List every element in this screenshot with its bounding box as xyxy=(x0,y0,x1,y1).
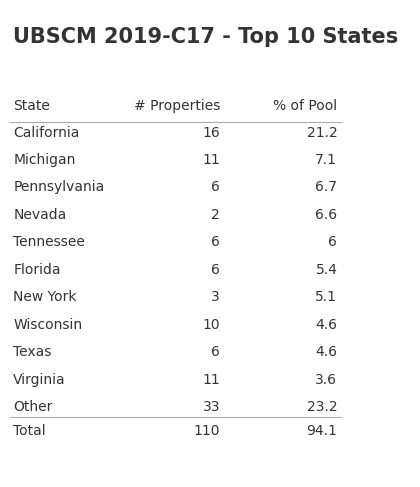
Text: 33: 33 xyxy=(202,400,220,414)
Text: 7.1: 7.1 xyxy=(315,153,337,167)
Text: 23.2: 23.2 xyxy=(307,400,337,414)
Text: Virginia: Virginia xyxy=(13,373,66,387)
Text: Tennessee: Tennessee xyxy=(13,235,85,249)
Text: 4.6: 4.6 xyxy=(315,318,337,332)
Text: Wisconsin: Wisconsin xyxy=(13,318,82,332)
Text: Michigan: Michigan xyxy=(13,153,76,167)
Text: Florida: Florida xyxy=(13,263,60,277)
Text: 6: 6 xyxy=(328,235,337,249)
Text: 10: 10 xyxy=(202,318,220,332)
Text: 4.6: 4.6 xyxy=(315,345,337,359)
Text: 6.6: 6.6 xyxy=(315,208,337,222)
Text: Nevada: Nevada xyxy=(13,208,66,222)
Text: State: State xyxy=(13,99,50,113)
Text: Texas: Texas xyxy=(13,345,52,359)
Text: 16: 16 xyxy=(202,126,220,140)
Text: 6: 6 xyxy=(211,180,220,194)
Text: 11: 11 xyxy=(202,153,220,167)
Text: 5.4: 5.4 xyxy=(315,263,337,277)
Text: % of Pool: % of Pool xyxy=(273,99,337,113)
Text: Total: Total xyxy=(13,424,46,438)
Text: Pennsylvania: Pennsylvania xyxy=(13,180,105,194)
Text: 11: 11 xyxy=(202,373,220,387)
Text: 6: 6 xyxy=(211,263,220,277)
Text: New York: New York xyxy=(13,290,76,304)
Text: Other: Other xyxy=(13,400,52,414)
Text: 6: 6 xyxy=(211,235,220,249)
Text: California: California xyxy=(13,126,79,140)
Text: 5.1: 5.1 xyxy=(315,290,337,304)
Text: 6.7: 6.7 xyxy=(315,180,337,194)
Text: UBSCM 2019-C17 - Top 10 States: UBSCM 2019-C17 - Top 10 States xyxy=(13,27,399,47)
Text: 2: 2 xyxy=(211,208,220,222)
Text: # Properties: # Properties xyxy=(134,99,220,113)
Text: 110: 110 xyxy=(194,424,220,438)
Text: 6: 6 xyxy=(211,345,220,359)
Text: 3.6: 3.6 xyxy=(315,373,337,387)
Text: 21.2: 21.2 xyxy=(307,126,337,140)
Text: 3: 3 xyxy=(211,290,220,304)
Text: 94.1: 94.1 xyxy=(307,424,337,438)
